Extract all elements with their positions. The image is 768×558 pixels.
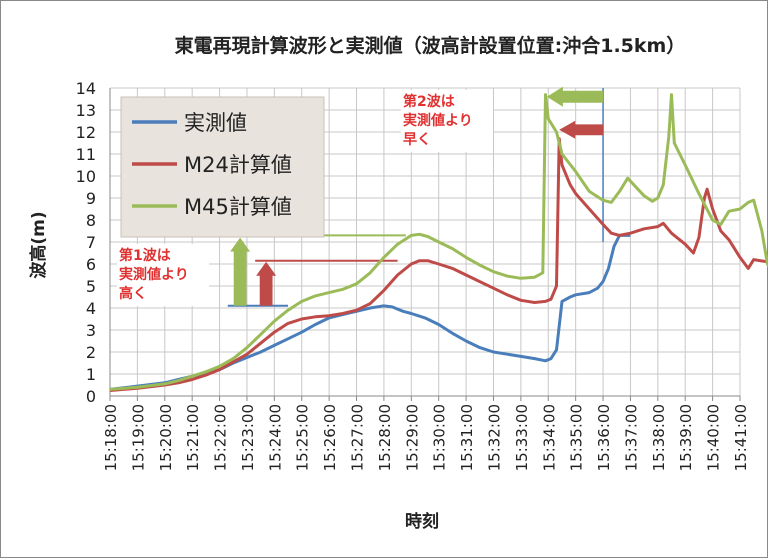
y-tick-label: 12 [76, 123, 96, 142]
x-tick-label: 15:28:00 [376, 404, 394, 471]
x-tick-label: 15:26:00 [321, 404, 339, 471]
x-tick-label: 15:18:00 [102, 404, 120, 471]
x-tick-label: 15:25:00 [294, 404, 312, 471]
y-tick-label: 9 [86, 189, 96, 208]
x-tick-label: 15:39:00 [677, 404, 695, 471]
x-tick-label: 15:24:00 [266, 404, 284, 471]
annotation-text: 第2波は [403, 93, 455, 110]
y-tick-label: 3 [86, 321, 96, 340]
x-tick-label: 15:36:00 [595, 404, 613, 471]
series-line-2 [109, 93, 768, 391]
y-tick-label: 4 [86, 299, 96, 318]
legend-label: M45計算値 [184, 195, 292, 219]
y-axis-label: 波高(m) [28, 211, 49, 278]
x-tick-label: 15:31:00 [458, 404, 476, 471]
x-tick-label: 15:27:00 [349, 404, 367, 471]
x-axis-label: 時刻 [405, 511, 439, 532]
x-tick-label: 15:41:00 [732, 404, 750, 471]
annotation-text: 実測値より [119, 266, 189, 283]
x-tick-label: 15:22:00 [212, 404, 230, 471]
x-tick-label: 15:20:00 [157, 404, 175, 471]
legend-label: 実測値 [184, 111, 247, 135]
chart-title: 東電再現計算波形と実測値（波高計設置位置:沖合1.5km） [175, 34, 686, 57]
legend: 実測値 M24計算値 M45計算値 [120, 96, 325, 238]
annotation-text: 高く [119, 285, 147, 302]
x-tick-label: 15:38:00 [650, 404, 668, 471]
wave2-m24-left-arrow [559, 120, 604, 139]
annotation-text: 実測値より [403, 112, 473, 129]
annotation-text: 早く [403, 132, 431, 148]
series-line-1 [109, 137, 768, 392]
x-tick-label: 15:19:00 [129, 404, 147, 471]
x-tick-label: 15:32:00 [485, 404, 503, 471]
annotation-box [117, 244, 209, 306]
wave2-m45-left-arrow [546, 86, 604, 107]
x-tick-label: 15:30:00 [431, 404, 449, 471]
y-tick-label: 1 [86, 365, 96, 384]
y-tick-label: 13 [76, 101, 96, 120]
y-tick-label: 10 [76, 167, 96, 186]
x-tick-label: 15:23:00 [239, 404, 257, 471]
x-tick-label: 15:37:00 [622, 404, 640, 471]
legend-label: M24計算値 [184, 153, 292, 177]
y-tick-label: 5 [86, 277, 96, 296]
y-tick-label: 11 [76, 145, 96, 164]
y-tick-label: 0 [86, 387, 96, 406]
x-tick-label: 15:34:00 [540, 404, 558, 471]
y-tick-label: 7 [86, 233, 96, 252]
y-tick-label: 14 [76, 79, 96, 98]
x-tick-label: 15:35:00 [568, 404, 586, 471]
wave1-m45-up-arrow [230, 237, 251, 306]
x-tick-label: 15:21:00 [184, 404, 202, 471]
annotation-text: 第1波は [119, 247, 171, 264]
x-tick-label: 15:29:00 [403, 404, 421, 471]
annotation-box [401, 90, 493, 152]
y-tick-label: 2 [86, 343, 96, 362]
x-tick-label: 15:40:00 [705, 404, 723, 471]
y-tick-label: 8 [86, 211, 96, 230]
y-tick-label: 6 [86, 255, 96, 274]
wave1-m24-up-arrow [256, 261, 277, 306]
series [109, 93, 768, 392]
x-tick-label: 15:33:00 [513, 404, 531, 471]
x-axis-ticks: 15:18:00 15:19:00 15:20:00 15:21:00 15:22:00… [102, 404, 750, 471]
